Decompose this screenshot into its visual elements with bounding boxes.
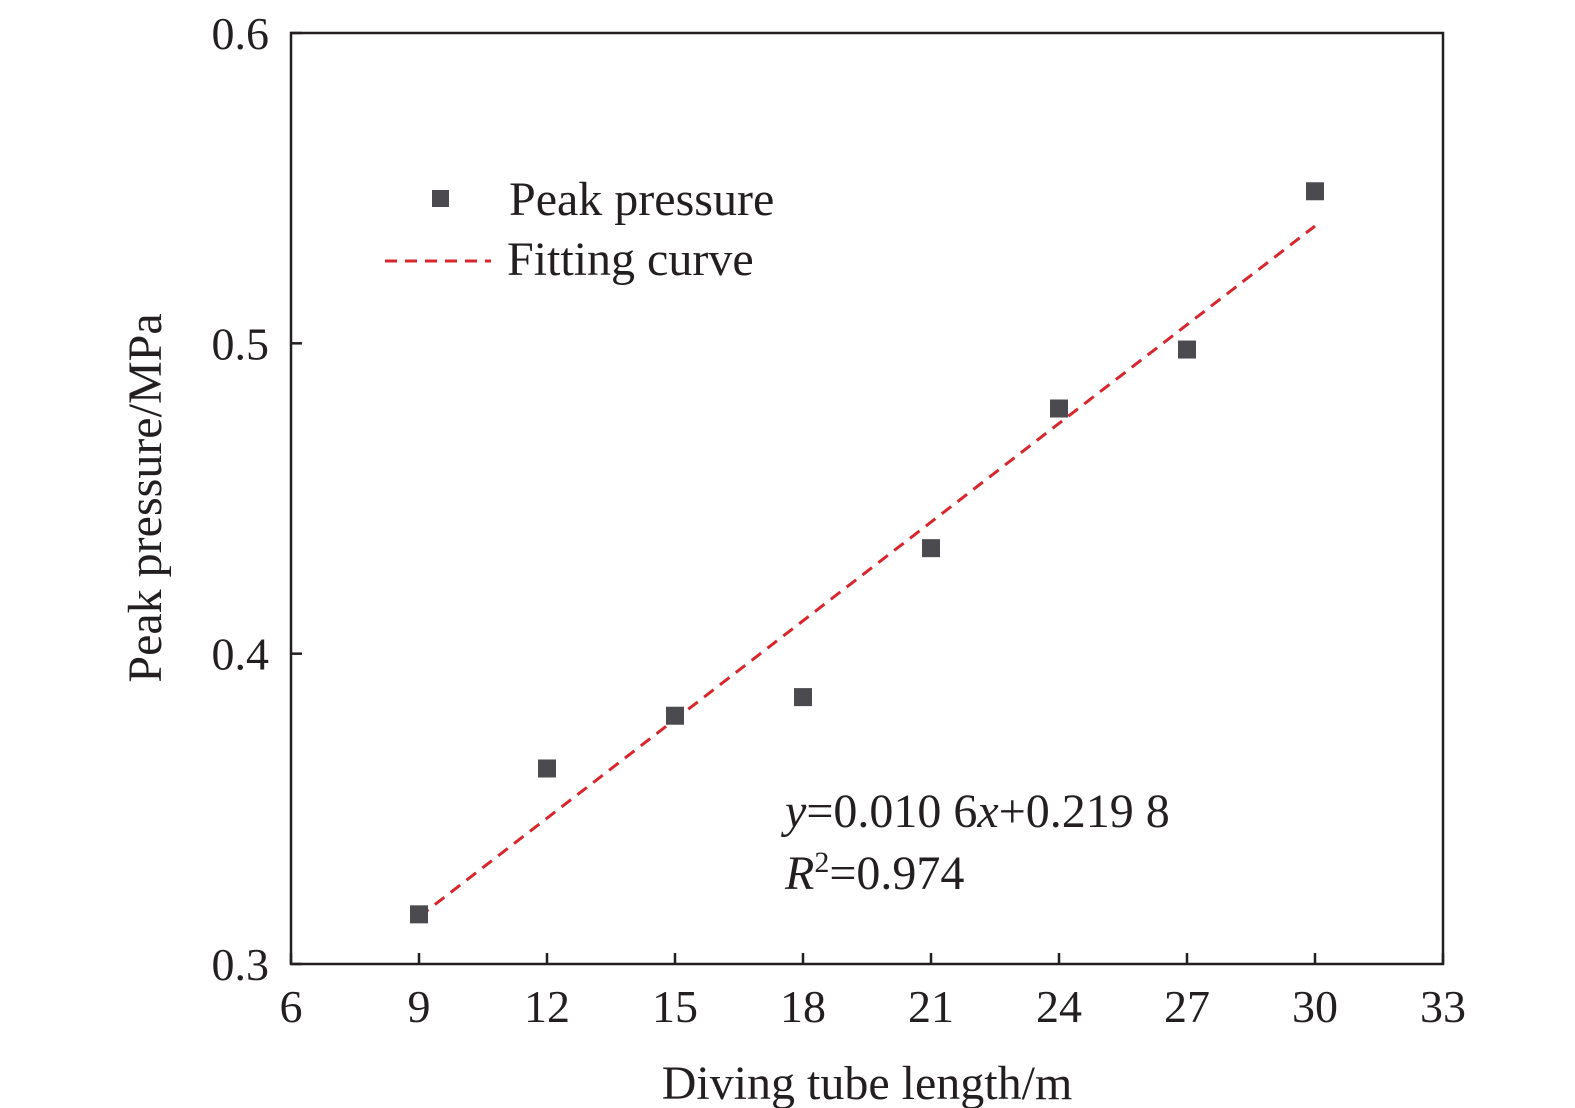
x-tick-label: 21 [908,981,954,1032]
x-tick-label: 6 [280,981,303,1032]
eq-part2: +0.219 8 [999,785,1170,838]
eq-y-var: y [780,785,807,838]
fitting-curve-layer [418,224,1316,919]
data-point [538,759,556,778]
data-point [1178,340,1196,359]
legend-label-peak-pressure: Peak pressure [509,173,774,226]
data-point [1050,399,1068,418]
y-axis-ticks: 0.3 0.4 0.5 0.6 [212,8,302,990]
legend-marker-peak-pressure [432,190,449,207]
y-tick-label: 0.6 [212,8,270,59]
x-axis-ticks: 6 9 12 15 18 21 24 27 30 33 [280,953,1466,1032]
x-tick-label: 27 [1164,981,1210,1032]
r-var: R [784,847,814,900]
y-tick-label: 0.5 [212,318,270,369]
x-tick-label: 33 [1420,981,1466,1032]
fit-equation: y=0.010 6x+0.219 8 [780,785,1170,838]
x-tick-label: 18 [780,981,826,1032]
eq-part1: =0.010 6 [806,785,977,838]
r-value: =0.974 [829,847,964,900]
data-points-layer [410,182,1324,924]
eq-x-var: x [976,785,998,838]
x-axis-label: Diving tube length/m [662,1057,1073,1108]
x-tick-label: 24 [1036,981,1082,1032]
plot-frame [289,31,1445,966]
x-tick-label: 12 [524,981,570,1032]
fitting-curve-line [418,224,1316,919]
x-tick-label: 15 [652,981,698,1032]
y-tick-label: 0.4 [212,629,270,680]
x-tick-label: 30 [1292,981,1338,1032]
y-tick-label: 0.3 [212,939,270,990]
x-tick-label: 9 [408,981,431,1032]
data-point [666,706,684,725]
data-point [922,539,940,558]
data-point [794,688,812,707]
r-sup: 2 [814,846,829,879]
legend-label-fitting-curve: Fitting curve [507,233,754,286]
data-point [410,905,428,924]
r-squared: R2=0.974 [784,846,964,900]
y-axis-label: Peak pressure/MPa [119,313,172,682]
data-point [1306,182,1324,201]
legend: Peak pressure Fitting curve [385,173,774,286]
